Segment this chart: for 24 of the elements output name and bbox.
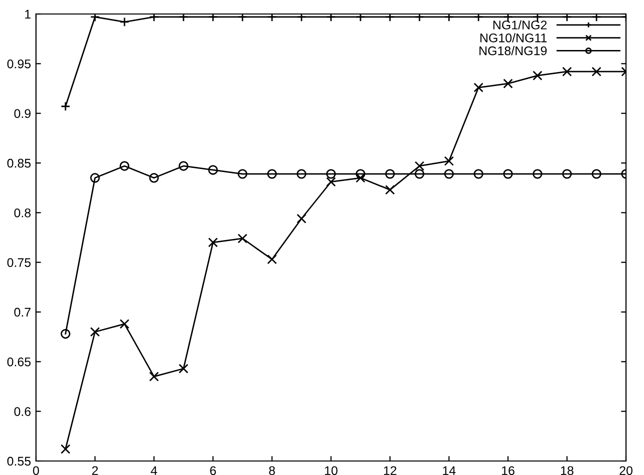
legend-label: NG10/NG11 (480, 33, 547, 42)
x-tick-label: 16 (502, 466, 514, 475)
x-tick-label: 2 (92, 466, 98, 475)
y-tick-label: 0.6 (14, 407, 31, 416)
y-tick-label: 0.55 (7, 456, 31, 466)
x-tick-label: 10 (325, 466, 338, 475)
legend-label: NG18/NG19 (480, 46, 547, 56)
y-tick-label: 0.75 (7, 258, 31, 267)
y-tick-label: 0.7 (14, 308, 31, 317)
x-tick-label: 12 (384, 466, 396, 475)
x-tick-label: 20 (620, 466, 632, 475)
x-tick-label: 18 (561, 466, 574, 475)
x-tick-label: 8 (269, 466, 275, 475)
legend-label: NG1/NG2 (493, 20, 547, 30)
y-tick-label: 0.95 (7, 59, 31, 68)
y-tick-label: 0.85 (7, 158, 31, 168)
y-tick-label: 0.65 (7, 357, 31, 366)
x-tick-label: 0 (33, 466, 39, 475)
x-tick-label: 4 (150, 466, 158, 475)
x-tick-label: 14 (443, 466, 456, 475)
y-tick-label: 1 (25, 10, 31, 19)
y-tick-label: 0.9 (14, 109, 31, 118)
y-tick-label: 0.8 (14, 208, 31, 218)
x-tick-label: 6 (210, 466, 216, 475)
